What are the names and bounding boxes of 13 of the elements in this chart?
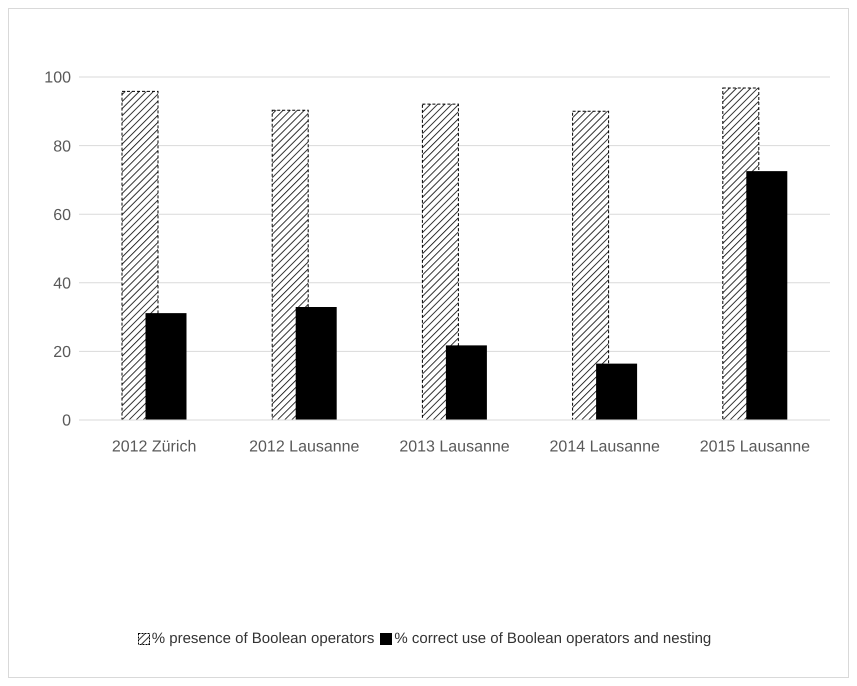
legend-label: % correct use of Boolean operators and nesting xyxy=(393,630,712,647)
y-tick-label: 100 xyxy=(44,70,72,87)
y-tick-label: 80 xyxy=(53,138,72,156)
x-tick-label: 2015 Lausanne xyxy=(700,438,810,456)
x-tick-label: 2014 Lausanne xyxy=(550,438,660,456)
y-tick-label: 60 xyxy=(53,206,72,224)
y-tick-label: 0 xyxy=(62,412,72,430)
x-tick-label: 2012 Lausanne xyxy=(249,438,360,456)
legend-label: % presence of Boolean operators xyxy=(150,630,374,647)
x-tick-label: 2012 Zürich xyxy=(112,438,196,456)
y-tick-label: 40 xyxy=(53,275,72,292)
x-tick-label: 2013 Lausanne xyxy=(399,438,510,456)
y-tick-label: 20 xyxy=(53,344,72,362)
